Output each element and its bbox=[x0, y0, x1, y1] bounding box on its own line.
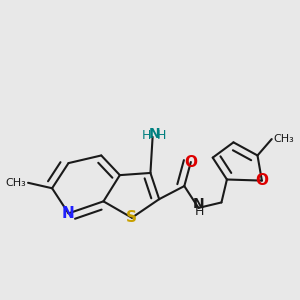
Text: H: H bbox=[142, 129, 152, 142]
Text: N: N bbox=[148, 127, 160, 141]
Text: H: H bbox=[157, 129, 167, 142]
Text: O: O bbox=[184, 154, 197, 169]
Text: O: O bbox=[255, 173, 268, 188]
Text: CH₃: CH₃ bbox=[6, 178, 26, 188]
Text: CH₃: CH₃ bbox=[273, 134, 294, 144]
Text: N: N bbox=[62, 206, 75, 221]
Text: S: S bbox=[126, 210, 137, 225]
Text: N: N bbox=[193, 197, 204, 211]
Text: H: H bbox=[194, 205, 204, 218]
